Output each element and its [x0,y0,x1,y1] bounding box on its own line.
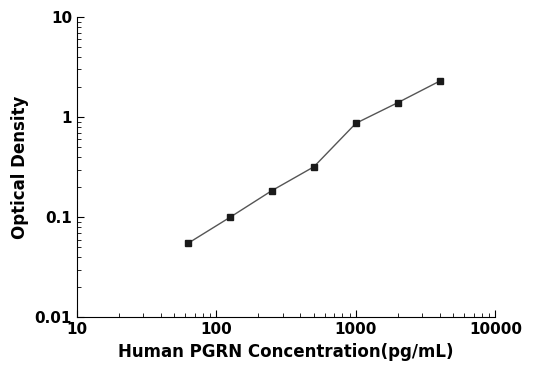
Y-axis label: Optical Density: Optical Density [11,96,29,239]
X-axis label: Human PGRN Concentration(pg/mL): Human PGRN Concentration(pg/mL) [118,343,454,361]
